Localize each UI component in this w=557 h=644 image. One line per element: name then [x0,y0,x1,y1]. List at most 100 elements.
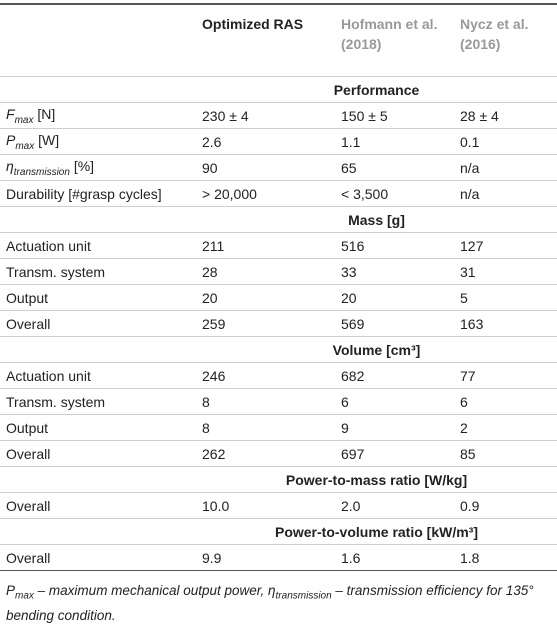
cell: 28 [196,258,335,285]
data-row: Durability [#grasp cycles] > 20,000 < 3,50… [0,180,557,207]
cell: 211 [196,232,335,259]
cell: > 20,000 [196,180,335,207]
row-label [0,466,196,493]
cell: 0.1 [454,128,557,155]
cell: 682 [335,362,454,389]
symbol: P [6,583,16,598]
data-row: Output 8 9 2 [0,414,557,441]
data-row: Transm. system 8 6 6 [0,388,557,415]
row-label: Actuation unit [0,362,196,389]
subscript: max [15,140,35,152]
unit: [%] [73,157,95,174]
cell: < 3,500 [335,180,454,207]
row-label: Transm. system [0,388,196,415]
cell: 1.6 [335,544,454,571]
cell: 246 [196,362,335,389]
cell: 28 ± 4 [454,102,557,129]
row-label: Fmax [N] [0,102,196,129]
data-table: Optimized RAS Hofmann et al. (2018) Nycz… [0,3,557,571]
section-row: Power-to-volume ratio [kW/m³] [0,518,557,545]
header-row: Optimized RAS Hofmann et al. (2018) Nycz… [0,4,557,77]
footnote-text: – transmission efficiency for 135° bendi… [6,583,534,623]
subscript: transmission [13,166,70,178]
row-label: Overall [0,440,196,467]
section-title: Volume [cm³] [196,336,557,363]
data-row: Fmax [N] 230 ± 4 150 ± 5 28 ± 4 [0,102,557,129]
cell: 20 [335,284,454,311]
cell: 5 [454,284,557,311]
data-row: Overall 259 569 163 [0,310,557,337]
cell: 85 [454,440,557,467]
column-header: Nycz et al. (2016) [454,4,557,77]
row-label: Output [0,284,196,311]
row-label [0,76,196,103]
cell: 9.9 [196,544,335,571]
section-row: Performance [0,76,557,103]
row-label: Overall [0,310,196,337]
cell: 262 [196,440,335,467]
cell: 31 [454,258,557,285]
data-row: Actuation unit 211 516 127 [0,232,557,259]
column-header: Optimized RAS [196,4,335,77]
subscript: transmission [275,590,332,602]
cell: 2.0 [335,492,454,519]
unit: [N] [37,105,56,122]
unit: [W] [38,131,60,148]
data-row: Pmax [W] 2.6 1.1 0.1 [0,128,557,155]
row-label [0,336,196,363]
cell: 569 [335,310,454,337]
cell: 2 [454,414,557,441]
cell: 697 [335,440,454,467]
section-title: Mass [g] [196,206,557,233]
subscript: max [15,590,34,602]
section-title: Power-to-volume ratio [kW/m³] [196,518,557,545]
data-row: ηtransmission [%] 90 65 n/a [0,154,557,181]
cell: 10.0 [196,492,335,519]
row-label [0,518,196,545]
cell: n/a [454,154,557,181]
section-row: Volume [cm³] [0,336,557,363]
symbol: η [6,157,14,174]
row-label: Overall [0,544,196,571]
subscript: max [14,114,34,126]
cell: 9 [335,414,454,441]
column-header: Hofmann et al. (2018) [335,4,454,77]
cell: n/a [454,180,557,207]
header-blank [0,4,196,77]
cell: 8 [196,388,335,415]
cell: 65 [335,154,454,181]
row-label: Transm. system [0,258,196,285]
row-label [0,206,196,233]
cell: 127 [454,232,557,259]
footnote: Pmax – maximum mechanical output power, … [0,571,557,625]
data-row: Output 20 20 5 [0,284,557,311]
cell: 0.9 [454,492,557,519]
cell: 1.1 [335,128,454,155]
section-title: Power-to-mass ratio [W/kg] [196,466,557,493]
footnote-text: – maximum mechanical output power, [33,583,269,598]
cell: 77 [454,362,557,389]
cell: 2.6 [196,128,335,155]
cell: 230 ± 4 [196,102,335,129]
section-title: Performance [196,76,557,103]
cell: 8 [196,414,335,441]
data-row: Overall 262 697 85 [0,440,557,467]
cell: 163 [454,310,557,337]
cell: 150 ± 5 [335,102,454,129]
symbol: η [268,583,276,598]
cell: 6 [454,388,557,415]
cell: 259 [196,310,335,337]
cell: 6 [335,388,454,415]
symbol: F [6,105,15,122]
cell: 90 [196,154,335,181]
data-row: Transm. system 28 33 31 [0,258,557,285]
section-row: Mass [g] [0,206,557,233]
row-label: Durability [#grasp cycles] [0,180,196,207]
cell: 20 [196,284,335,311]
row-label: Pmax [W] [0,128,196,155]
symbol: P [6,131,16,148]
cell: 1.8 [454,544,557,571]
cell: 33 [335,258,454,285]
